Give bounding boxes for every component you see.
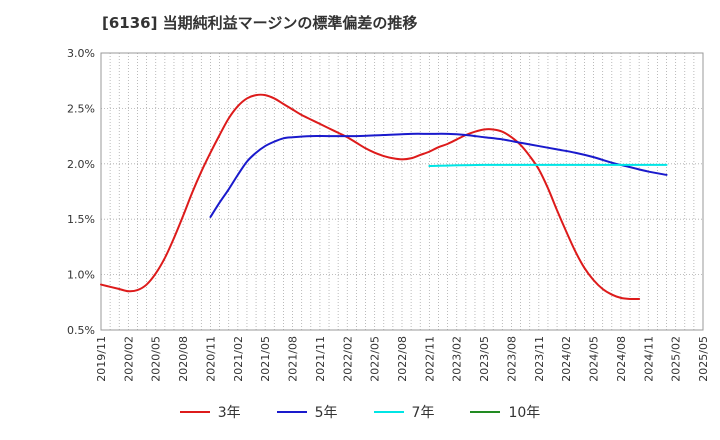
x-tick-label: 2020/08 — [177, 336, 190, 382]
x-tick-label: 2020/02 — [122, 336, 135, 382]
y-tick-label: 1.5% — [67, 213, 95, 226]
legend-swatch — [179, 411, 210, 413]
x-tick-labels: 2019/11 2020/02 2020/05 2020/08 2020/11 2021/… — [95, 336, 710, 382]
legend-swatch — [470, 411, 501, 413]
x-tick-label: 2020/05 — [150, 336, 163, 382]
x-tick-label: 2025/02 — [670, 336, 683, 382]
chart-title: [6136] 当期純利益マージンの標準偏差の推移 — [102, 14, 418, 32]
legend-item-0: 3年 — [179, 402, 241, 422]
legend-label: 5年 — [314, 405, 338, 421]
x-tick-label: 2023/08 — [505, 336, 518, 382]
legend-swatch — [276, 411, 307, 413]
legend-item-1: 5年 — [276, 402, 338, 422]
plot-frame — [100, 52, 704, 331]
legend: 3年 5年 7年 10年 — [0, 402, 720, 422]
x-tick-label: 2024/02 — [560, 336, 573, 382]
x-tick-label: 2021/02 — [232, 336, 245, 382]
x-tick-label: 2023/02 — [451, 336, 464, 382]
legend-label: 10年 — [508, 405, 541, 421]
x-tick-label: 2020/11 — [204, 336, 217, 382]
x-tick-label: 2023/05 — [478, 336, 491, 382]
x-tick-label: 2024/05 — [588, 336, 601, 382]
x-tick-label: 2021/05 — [259, 336, 272, 382]
y-tick-label: 1.0% — [67, 269, 95, 282]
series-line-2 — [428, 163, 668, 168]
y-tick-label: 2.0% — [67, 158, 95, 171]
x-tick-label: 2024/11 — [642, 336, 655, 382]
y-tick-labels: 3.0% 2.5% 2.0% 1.5% 1.0% 0.5% — [67, 47, 95, 337]
x-tick-label: 2021/11 — [314, 336, 327, 382]
series-line-1 — [209, 132, 668, 218]
grid — [101, 52, 703, 331]
x-tick-label: 2022/05 — [369, 336, 382, 382]
y-tick-label: 3.0% — [67, 47, 95, 60]
series-lines — [100, 93, 668, 301]
legend-item-2: 7年 — [373, 402, 435, 422]
y-tick-label: 2.5% — [67, 102, 95, 115]
x-tick-label: 2021/08 — [287, 336, 300, 382]
x-tick-label: 2024/08 — [615, 336, 628, 382]
legend-swatch — [373, 411, 404, 413]
x-tick-label: 2019/11 — [95, 336, 108, 382]
legend-label: 3年 — [217, 405, 241, 421]
y-tick-label: 0.5% — [67, 324, 95, 337]
x-tick-label: 2022/11 — [423, 336, 436, 382]
x-tick-label: 2025/05 — [697, 336, 710, 382]
x-tick-label: 2022/08 — [396, 336, 409, 382]
legend-item-3: 10年 — [470, 402, 540, 422]
legend-label: 7年 — [411, 405, 435, 421]
x-tick-label: 2022/02 — [341, 336, 354, 382]
series-line-0 — [100, 93, 641, 301]
x-tick-label: 2023/11 — [533, 336, 546, 382]
